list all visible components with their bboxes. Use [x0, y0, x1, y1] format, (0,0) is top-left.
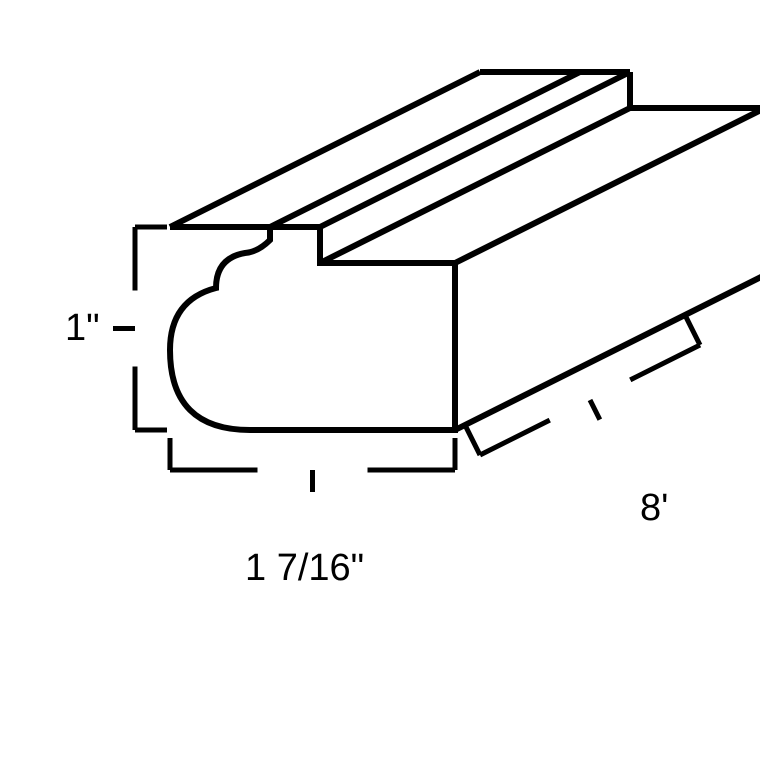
extrude-edge — [455, 108, 760, 263]
dim-len-tick2 — [686, 316, 700, 345]
extrude-edge — [320, 72, 630, 227]
dimensions.height.label: 1" — [65, 307, 100, 349]
dim-len-stem1 — [480, 420, 550, 455]
dim-len-stem2 — [630, 345, 700, 380]
dimensions.length.label: 8' — [640, 487, 668, 529]
molding-diagram: 1" 1 7/16" 8' — [0, 0, 760, 760]
dim-len-pointer — [590, 400, 600, 420]
dim-len-tick1 — [466, 426, 480, 455]
extrude-edge — [270, 72, 580, 227]
extrude-edge — [455, 275, 760, 430]
profile-front-face — [170, 227, 455, 430]
dimensions.width.label: 1 7/16" — [245, 547, 364, 589]
